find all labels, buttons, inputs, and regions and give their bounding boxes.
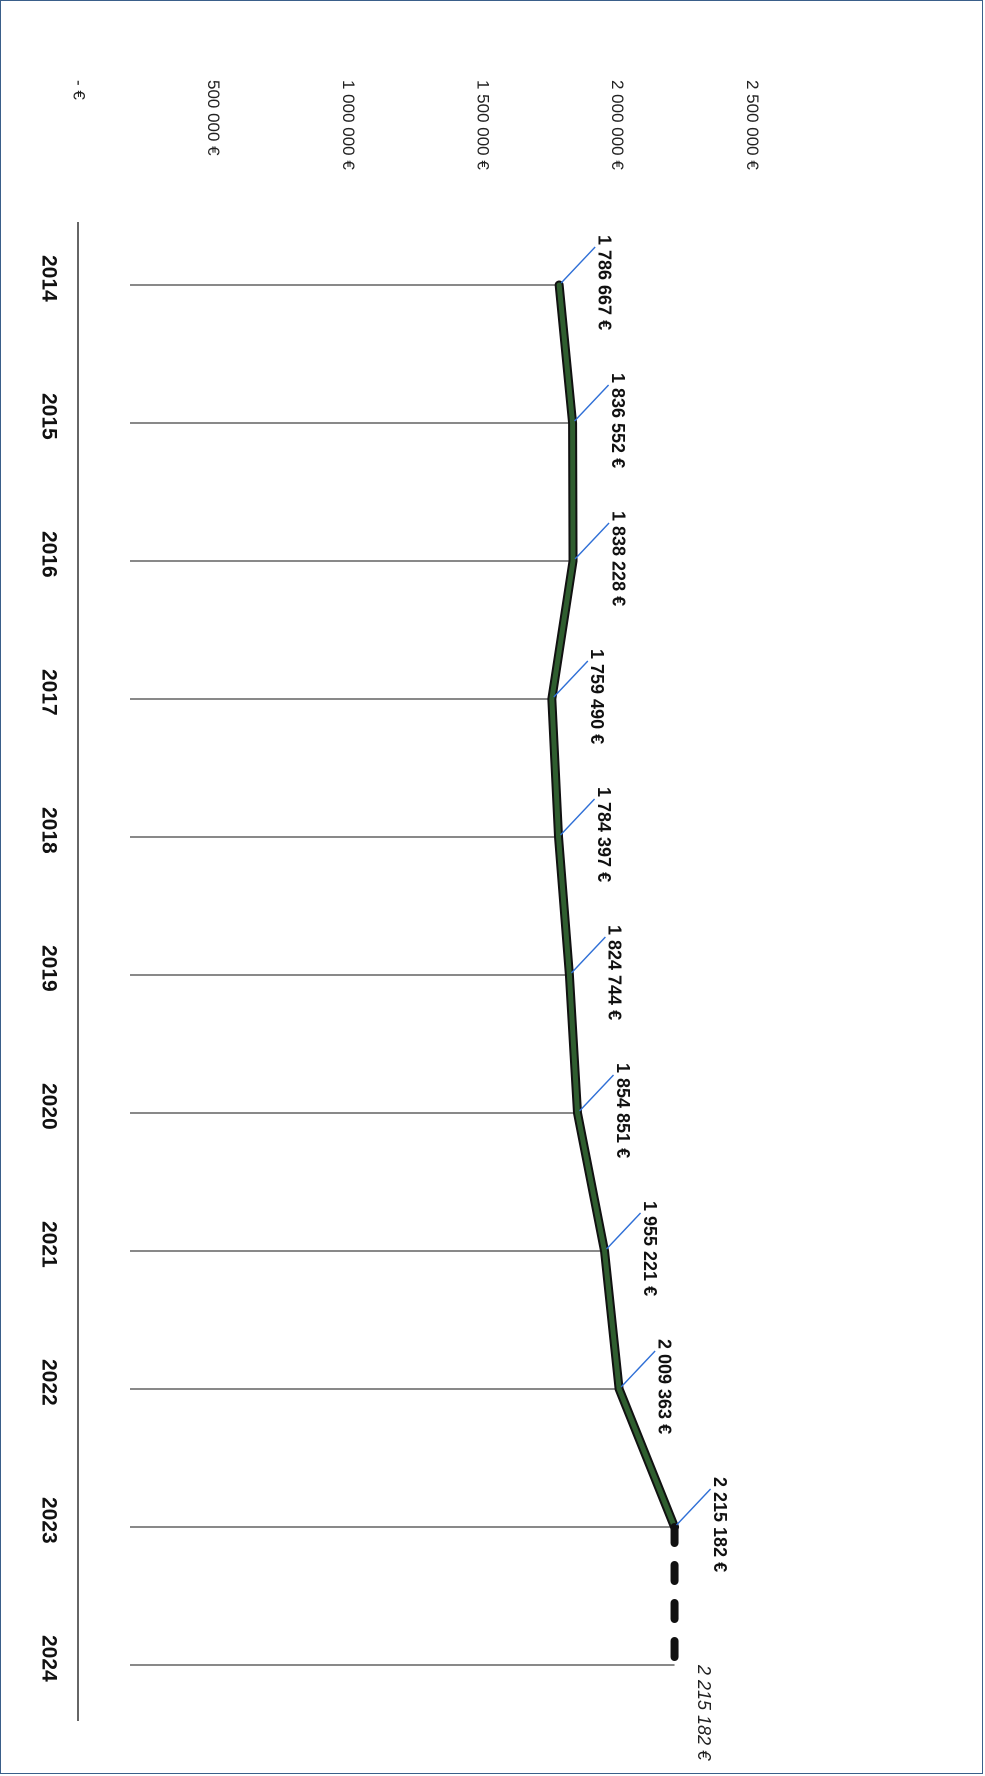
category-tick-2020: 2020 [37, 1083, 60, 1130]
category-tick-2014: 2014 [37, 255, 60, 302]
category-tick-2023: 2023 [37, 1497, 60, 1544]
data-label-2016: 1 838 228 € [608, 511, 628, 606]
category-tick-2016: 2016 [37, 531, 60, 578]
leader-line-2020 [579, 1074, 615, 1112]
leader-line-2022 [620, 1350, 656, 1388]
data-label-2021: 1 955 221 € [640, 1201, 660, 1296]
series-line-actual [549, 282, 678, 1530]
data-label-2023: 2 215 182 € [710, 1477, 730, 1572]
data-label-2022: 2 009 363 € [654, 1339, 674, 1434]
value-tick-2000000: 2 000 000 € [608, 80, 627, 170]
series-line [547, 280, 680, 1669]
data-label-2019: 1 824 744 € [605, 925, 625, 1020]
leader-line-2015 [574, 384, 610, 422]
data-label-2015: 1 836 552 € [608, 373, 628, 468]
leader-line-2023 [676, 1488, 712, 1526]
value-tick-500000: 500 000 € [204, 80, 223, 156]
category-tick-2015: 2015 [37, 393, 60, 440]
category-tick-2022: 2022 [37, 1359, 60, 1406]
leader-line-2019 [570, 936, 606, 974]
data-label-2014: 1 786 667 € [594, 235, 614, 330]
value-tick-2500000: 2 500 000 € [743, 80, 762, 170]
value-tick-1000000: 1 000 000 € [339, 80, 358, 170]
category-tick-2017: 2017 [37, 669, 60, 716]
category-tick-2018: 2018 [37, 807, 60, 854]
category-tick-labels: 2014 2015 2016 2017 2018 2019 2020 2021 2022 2023… [37, 255, 60, 1682]
data-label-2018: 1 784 397 € [594, 787, 614, 882]
data-labels: 1 786 667 € 1 836 552 € 1 838 228 € 1 759 4… [553, 235, 730, 1761]
leader-line-2017 [553, 660, 589, 698]
data-label-2024: 2 215 182 € [694, 1664, 714, 1761]
category-tick-2019: 2019 [37, 945, 60, 992]
value-tick-labels: - € 500 000 € 1 000 000 € 1 500 000 € 2 000 … [70, 80, 762, 170]
value-tick-1500000: 1 500 000 € [473, 80, 492, 170]
leader-line-2021 [606, 1212, 642, 1250]
data-label-2020: 1 854 851 € [613, 1063, 633, 1158]
drop-lines [130, 284, 675, 1666]
leader-line-2014 [560, 246, 596, 284]
value-tick-0: - € [70, 80, 89, 100]
leader-line-2018 [560, 798, 596, 836]
data-label-2017: 1 759 490 € [587, 649, 607, 744]
category-tick-2024: 2024 [37, 1635, 60, 1682]
leader-line-2016 [574, 522, 610, 560]
category-tick-2021: 2021 [37, 1221, 60, 1268]
